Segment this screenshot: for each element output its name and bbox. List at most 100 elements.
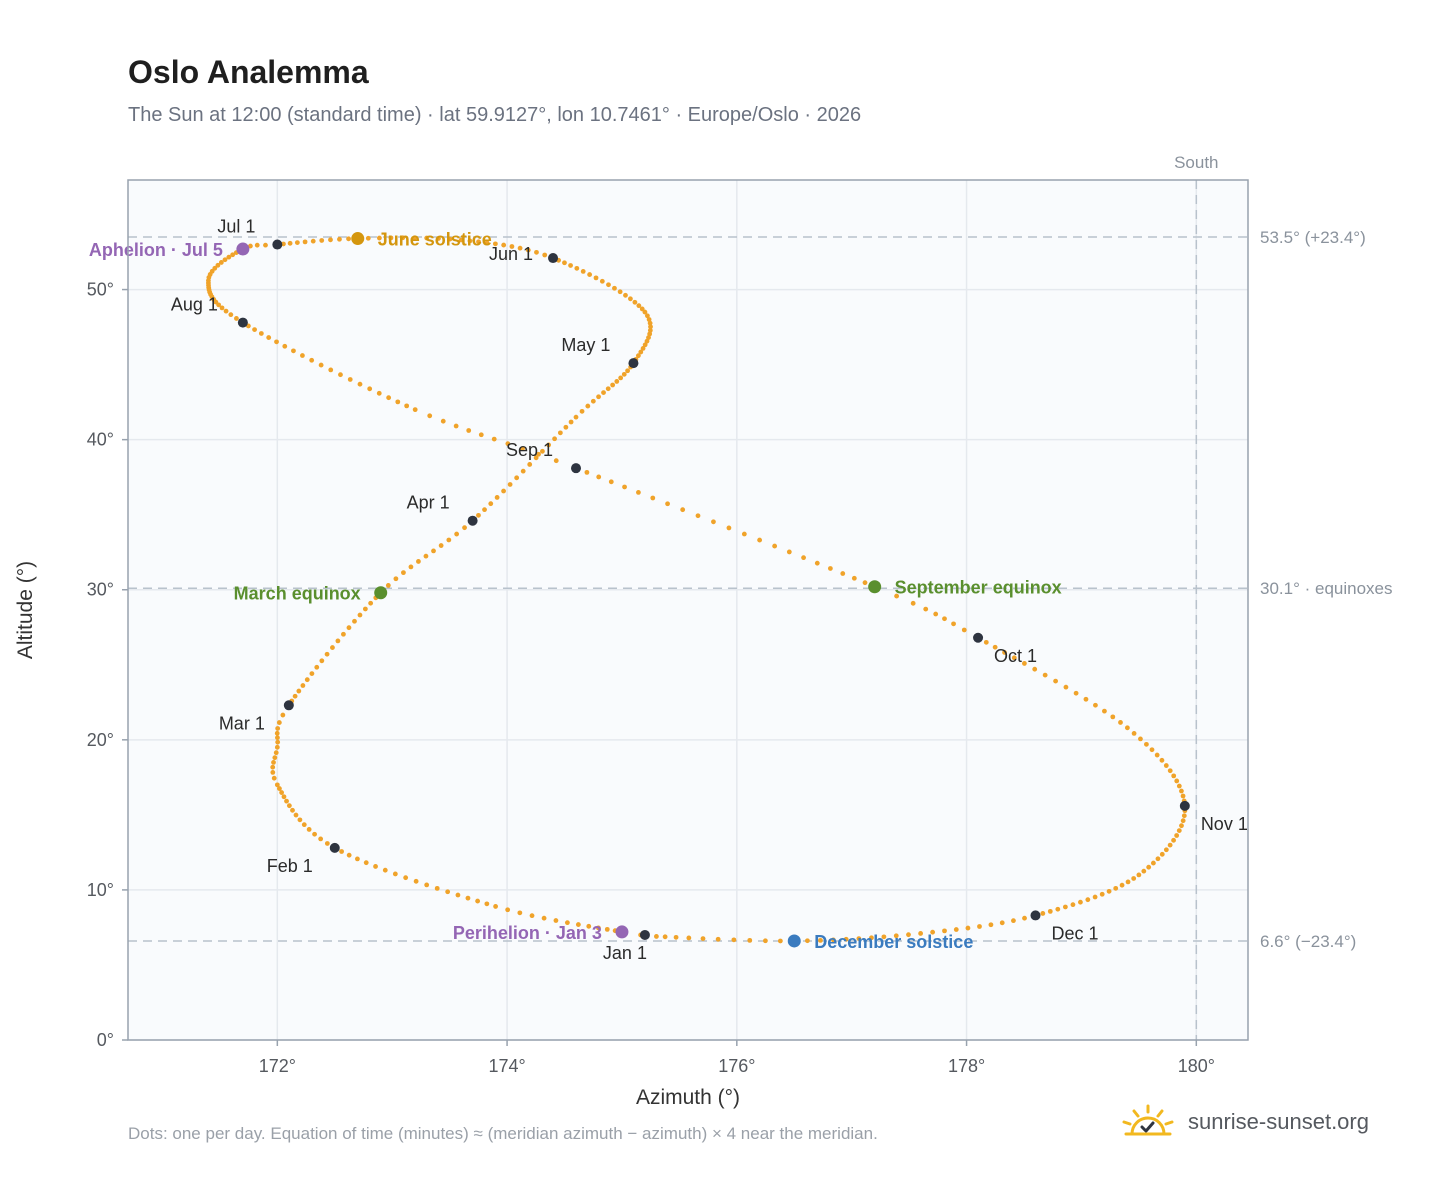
daily-sun-dot bbox=[482, 507, 487, 513]
daily-sun-dot bbox=[408, 564, 414, 570]
daily-sun-dot bbox=[1149, 747, 1155, 753]
daily-sun-dot bbox=[365, 235, 371, 241]
daily-sun-dot bbox=[505, 907, 511, 913]
x-axis-label: Azimuth (°) bbox=[636, 1086, 740, 1109]
event-marker-dot bbox=[868, 580, 882, 594]
daily-sun-dot bbox=[814, 560, 820, 566]
daily-sun-dot bbox=[294, 240, 300, 246]
daily-sun-dot bbox=[271, 759, 276, 765]
daily-sun-dot bbox=[715, 936, 721, 942]
daily-sun-dot bbox=[1131, 730, 1137, 736]
daily-sun-dot bbox=[362, 606, 368, 612]
daily-sun-dot bbox=[1099, 891, 1105, 897]
event-marker-label: September equinox bbox=[895, 578, 1062, 598]
daily-sun-dot bbox=[786, 549, 792, 555]
month-marker-label: Sep 1 bbox=[506, 440, 553, 460]
month-marker-label: Mar 1 bbox=[219, 713, 265, 733]
daily-sun-dot bbox=[593, 275, 599, 281]
daily-sun-dot bbox=[533, 455, 539, 461]
daily-sun-dot bbox=[953, 927, 959, 932]
daily-sun-dot bbox=[1022, 915, 1027, 921]
daily-sun-dot bbox=[639, 306, 645, 312]
daily-sun-dot bbox=[216, 302, 222, 308]
daily-sun-dot bbox=[1171, 773, 1177, 779]
sun-logo-icon bbox=[1122, 1104, 1174, 1136]
daily-sun-dot bbox=[230, 252, 236, 258]
daily-sun-dot bbox=[328, 367, 334, 373]
daily-sun-dot bbox=[274, 782, 280, 788]
daily-sun-dot bbox=[541, 915, 547, 921]
y-tick-label: 0° bbox=[97, 1030, 114, 1050]
daily-sun-dot bbox=[647, 328, 653, 333]
daily-sun-dot bbox=[395, 399, 401, 405]
daily-sun-dot bbox=[1110, 714, 1116, 720]
daily-sun-dot bbox=[1181, 813, 1187, 819]
daily-sun-dot bbox=[635, 353, 641, 359]
reference-line-label: 6.6° (−23.4°) bbox=[1260, 932, 1356, 951]
daily-sun-dot bbox=[686, 935, 692, 941]
daily-sun-dot bbox=[614, 379, 620, 384]
month-marker-dot bbox=[548, 253, 559, 264]
month-marker-label: Jul 1 bbox=[217, 217, 255, 237]
daily-sun-dot bbox=[263, 242, 268, 248]
daily-sun-dot bbox=[586, 923, 592, 929]
daily-sun-dot bbox=[757, 537, 763, 543]
daily-sun-dot bbox=[376, 235, 382, 241]
daily-sun-dot bbox=[1102, 708, 1107, 714]
daily-sun-dot bbox=[527, 462, 533, 467]
daily-sun-dot bbox=[520, 446, 525, 452]
daily-sun-dot bbox=[296, 688, 302, 694]
daily-sun-dot bbox=[1167, 842, 1173, 848]
daily-sun-dot bbox=[726, 525, 732, 531]
daily-sun-dot bbox=[275, 735, 280, 741]
daily-sun-dot bbox=[280, 712, 286, 718]
daily-sun-dot bbox=[434, 885, 440, 891]
daily-sun-dot bbox=[475, 898, 481, 904]
month-marker-dot bbox=[628, 358, 639, 369]
brand[interactable]: sunrise-sunset.org bbox=[1120, 1102, 1369, 1142]
daily-sun-dot bbox=[918, 931, 924, 936]
x-tick-label: 172° bbox=[259, 1056, 296, 1076]
daily-sun-dot bbox=[234, 316, 239, 321]
month-marker-dot bbox=[329, 842, 340, 853]
daily-sun-dot bbox=[1053, 678, 1058, 684]
daily-sun-dot bbox=[393, 576, 399, 582]
daily-sun-dot bbox=[711, 519, 716, 525]
daily-sun-dot bbox=[596, 394, 601, 400]
daily-sun-dot bbox=[347, 377, 353, 382]
month-marker-label: Apr 1 bbox=[407, 493, 450, 513]
daily-sun-dot bbox=[273, 750, 279, 756]
analemma-curve bbox=[206, 235, 1188, 944]
daily-sun-dot bbox=[446, 537, 452, 543]
daily-sun-dot bbox=[553, 918, 559, 923]
daily-sun-dot bbox=[843, 936, 849, 942]
daily-sun-dot bbox=[1155, 856, 1161, 862]
daily-sun-dot bbox=[276, 720, 282, 725]
daily-sun-dot bbox=[1085, 897, 1091, 903]
month-marker-dot bbox=[1179, 800, 1190, 811]
daily-sun-dot bbox=[403, 875, 409, 881]
month-markers: Jan 1 Feb 1 Mar 1 Apr 1 May 1 Jun 1 Jul 1 Aug 1… bbox=[171, 217, 1248, 963]
daily-sun-dot bbox=[1125, 879, 1131, 885]
y-tick-label: 30° bbox=[87, 580, 114, 600]
daily-sun-dot bbox=[1179, 823, 1184, 829]
daily-sun-dot bbox=[579, 408, 585, 414]
daily-sun-dot bbox=[763, 938, 768, 944]
daily-sun-dot bbox=[1073, 690, 1079, 696]
daily-sun-dot bbox=[1174, 833, 1180, 838]
daily-sun-dot bbox=[647, 320, 653, 326]
daily-sun-dot bbox=[438, 543, 444, 548]
daily-sun-dot bbox=[388, 235, 394, 241]
plot-frame bbox=[127, 179, 1249, 1041]
axis-ticks: 172° 174° 176° 178° 180° 0° 10° 20° 30° 40° 50° bbox=[87, 280, 1215, 1076]
daily-sun-dot bbox=[574, 265, 580, 271]
daily-sun-dot bbox=[507, 482, 513, 487]
daily-sun-dot bbox=[455, 892, 461, 898]
daily-sun-dot bbox=[484, 901, 490, 907]
daily-sun-dot bbox=[505, 441, 511, 447]
daily-sun-dot bbox=[431, 548, 436, 554]
daily-sun-dot bbox=[1154, 752, 1160, 758]
daily-sun-dot bbox=[1002, 650, 1007, 655]
daily-sun-dot bbox=[279, 790, 285, 795]
daily-sun-dot bbox=[599, 278, 605, 284]
